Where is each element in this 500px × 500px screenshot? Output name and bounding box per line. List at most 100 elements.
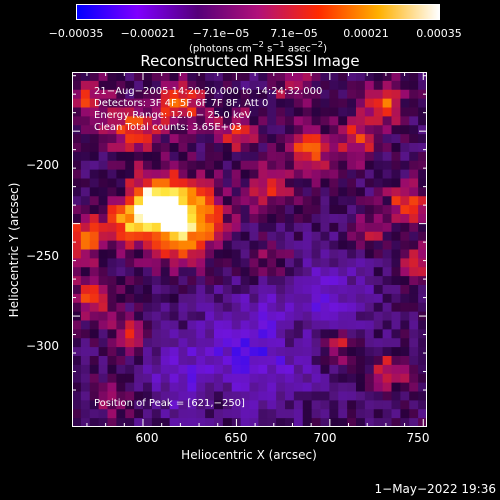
heatmap-cell	[311, 267, 322, 277]
heatmap-cell	[391, 98, 401, 109]
heatmap-cell	[98, 98, 109, 109]
heatmap-cell	[169, 418, 180, 427]
heatmap-cell	[151, 187, 162, 197]
heatmap-cell	[267, 107, 277, 117]
heatmap-cell	[205, 418, 215, 427]
heatmap-cell	[116, 80, 126, 91]
heatmap-cell	[293, 285, 304, 295]
heatmap-cell	[107, 151, 117, 162]
heatmap-cell	[169, 364, 180, 375]
heatmap-cell	[98, 338, 109, 348]
heatmap-cell	[196, 196, 206, 206]
image-plot-area: 21−Aug−2005 14:20:20.000 to 14:24:32.000…	[72, 72, 427, 427]
heatmap-cell	[285, 178, 295, 188]
heatmap-cell	[311, 276, 322, 286]
heatmap-cell	[267, 89, 277, 100]
heatmap-cell	[418, 391, 427, 401]
heatmap-cell	[80, 356, 91, 366]
heatmap-cell	[382, 382, 393, 393]
heatmap-cell	[418, 89, 427, 100]
heatmap-cell	[356, 80, 366, 91]
heatmap-cell	[391, 382, 401, 393]
heatmap-cell	[329, 356, 339, 366]
heatmap-cell	[302, 311, 313, 322]
heatmap-cell	[214, 311, 224, 322]
heatmap-cell	[258, 276, 268, 286]
heatmap-cell	[276, 160, 286, 171]
heatmap-cell	[364, 347, 375, 357]
heatmap-cell	[311, 391, 322, 401]
heatmap-cell	[373, 178, 384, 188]
heatmap-cell	[400, 356, 410, 366]
heatmap-cell	[356, 338, 366, 348]
heatmap-cell	[382, 276, 393, 286]
heatmap-cell	[276, 222, 286, 233]
heatmap-cell	[134, 258, 144, 268]
heatmap-cell	[356, 169, 366, 180]
heatmap-cell	[205, 240, 215, 251]
heatmap-cell	[187, 231, 197, 242]
heatmap-cell	[214, 347, 224, 357]
heatmap-cell	[214, 72, 224, 82]
heatmap-cell	[240, 249, 251, 259]
heatmap-cell	[400, 72, 410, 82]
heatmap-cell	[160, 151, 171, 162]
heatmap-cell	[364, 134, 375, 144]
heatmap-cell	[151, 98, 162, 109]
heatmap-cell	[418, 205, 427, 215]
heatmap-cell	[418, 151, 427, 162]
heatmap-cell	[338, 364, 348, 375]
heatmap-cell	[267, 169, 277, 180]
heatmap-cell	[276, 214, 286, 224]
heatmap-cell	[143, 72, 153, 82]
heatmap-cell	[267, 231, 277, 242]
heatmap-cell	[382, 267, 393, 277]
heatmap-cell	[302, 293, 313, 304]
heatmap-cell	[89, 364, 100, 375]
heatmap-cell	[293, 187, 304, 197]
heatmap-cell	[249, 205, 259, 215]
heatmap-cell	[311, 364, 322, 375]
heatmap-cell	[98, 187, 109, 197]
heatmap-cell	[151, 80, 162, 91]
heatmap-cell	[116, 373, 126, 384]
heatmap-cell	[205, 311, 215, 322]
heatmap-cell	[258, 196, 268, 206]
heatmap-cell	[409, 400, 419, 410]
heatmap-cell	[169, 320, 180, 330]
heatmap-cell	[89, 143, 100, 153]
heatmap-cell	[231, 267, 242, 277]
heatmap-cell	[196, 249, 206, 259]
heatmap-cell	[258, 285, 268, 295]
heatmap-cell	[258, 258, 268, 268]
heatmap-cell	[151, 320, 162, 330]
heatmap-cell	[391, 107, 401, 117]
heatmap-cell	[311, 107, 322, 117]
heatmap-cell	[116, 205, 126, 215]
heatmap-cell	[214, 98, 224, 109]
heatmap-cell	[276, 409, 286, 419]
heatmap-cell	[391, 178, 401, 188]
heatmap-cell	[302, 249, 313, 259]
heatmap-cell	[196, 391, 206, 401]
heatmap-cell	[169, 276, 180, 286]
heatmap-cell	[391, 258, 401, 268]
heatmap-cell	[320, 151, 330, 162]
heatmap-cell	[134, 196, 144, 206]
heatmap-cell	[329, 347, 339, 357]
heatmap-cell	[329, 302, 339, 313]
heatmap-cell	[116, 178, 126, 188]
heatmap-cell	[196, 160, 206, 171]
heatmap-cell	[240, 134, 251, 144]
heatmap-cell	[338, 116, 348, 126]
heatmap-cell	[276, 98, 286, 109]
heatmap-cell	[98, 267, 109, 277]
heatmap-cell	[72, 89, 82, 100]
heatmap-cell	[178, 214, 188, 224]
heatmap-cell	[187, 364, 197, 375]
heatmap-cell	[293, 329, 304, 339]
heatmap-cell	[409, 205, 419, 215]
heatmap-cell	[222, 338, 233, 348]
heatmap-cell	[134, 187, 144, 197]
heatmap-cell	[240, 382, 251, 393]
